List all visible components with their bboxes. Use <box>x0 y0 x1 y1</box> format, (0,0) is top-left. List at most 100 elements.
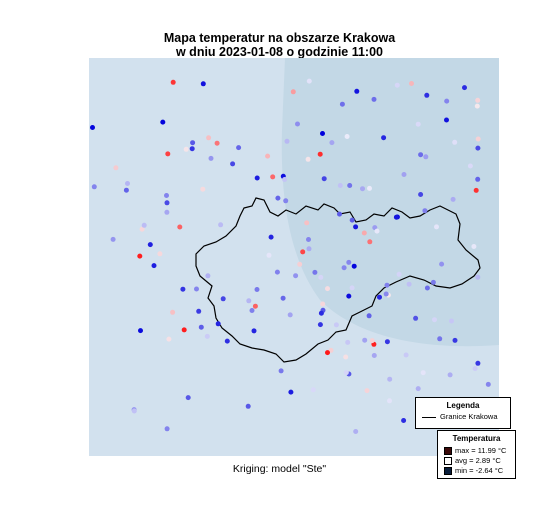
station-point <box>413 315 419 321</box>
station-point <box>312 269 318 275</box>
station-point <box>288 389 294 395</box>
temperature-legend-title: Temperatura <box>452 434 501 443</box>
station-point <box>138 328 143 334</box>
station-point <box>387 398 392 404</box>
krakow-boundary <box>195 197 481 363</box>
station-point <box>170 79 176 85</box>
station-point <box>254 287 260 292</box>
station-point <box>278 368 284 374</box>
station-point <box>208 155 214 161</box>
station-point <box>125 181 130 186</box>
station-point <box>420 370 426 376</box>
station-point <box>190 140 196 146</box>
station-point <box>215 321 221 327</box>
station-point <box>151 263 157 269</box>
station-point <box>424 285 430 291</box>
station-point <box>157 251 163 257</box>
map-title-line1: Mapa temperatur na obszarze Krakowa <box>163 31 396 45</box>
station-point <box>337 211 342 217</box>
temperature-legend: Temperatura max = 11.99 °C avg = 2.89 °C… <box>437 430 516 479</box>
station-point <box>283 198 289 204</box>
station-point <box>387 376 393 382</box>
station-point <box>361 230 367 236</box>
station-point <box>165 151 171 157</box>
station-point <box>384 339 390 345</box>
station-point <box>449 318 454 324</box>
station-point <box>418 152 424 158</box>
station-point <box>141 222 147 228</box>
station-point <box>206 135 212 141</box>
station-point <box>329 140 335 146</box>
station-point <box>418 192 424 197</box>
station-point <box>475 97 481 103</box>
station-point <box>353 429 359 434</box>
station-point <box>300 249 306 255</box>
station-point <box>166 336 172 342</box>
station-point <box>475 274 481 280</box>
station-point <box>214 140 220 146</box>
station-point <box>147 242 153 248</box>
station-point <box>452 337 458 343</box>
map-title-line2: w dniu 2023-01-08 o godzinie 11:00 <box>175 45 383 59</box>
station-point <box>198 324 204 330</box>
legend-title: Legenda <box>446 401 480 410</box>
legend-min-row: min = -2.64 °C <box>444 466 503 476</box>
station-point <box>325 350 330 356</box>
kriging-surface <box>281 58 499 347</box>
station-point <box>374 228 380 234</box>
station-point <box>113 165 119 171</box>
station-point <box>196 308 202 314</box>
station-point <box>181 327 187 333</box>
station-point <box>305 156 311 162</box>
station-point <box>377 294 382 300</box>
station-point <box>252 303 258 309</box>
station-point <box>282 177 288 182</box>
station-point <box>297 261 303 267</box>
station-point <box>351 263 357 269</box>
station-point <box>321 176 327 182</box>
station-point <box>266 252 272 258</box>
max-label: max = 11.99 °C <box>455 446 507 455</box>
station-point <box>224 338 230 344</box>
station-point <box>383 291 389 297</box>
station-point <box>430 279 436 285</box>
station-point <box>293 273 299 279</box>
station-point <box>366 313 372 319</box>
station-point <box>394 82 400 88</box>
station-point <box>364 388 370 394</box>
station-point <box>444 117 449 123</box>
station-point <box>406 281 412 287</box>
station-point <box>452 139 458 145</box>
station-point <box>110 236 116 242</box>
station-point <box>246 298 252 304</box>
station-point <box>349 217 355 223</box>
station-point <box>268 234 274 240</box>
station-point <box>439 261 445 267</box>
station-point <box>360 186 365 192</box>
station-point <box>236 145 242 151</box>
station-point <box>205 273 211 279</box>
station-point <box>341 265 347 271</box>
station-point <box>249 308 255 313</box>
station-point <box>367 239 373 245</box>
station-point <box>422 208 428 214</box>
station-point <box>346 293 352 299</box>
station-point <box>369 338 375 344</box>
station-point <box>371 96 377 102</box>
station-point <box>251 328 257 334</box>
station-point <box>123 187 129 193</box>
station-point <box>164 209 170 215</box>
station-point <box>353 224 359 230</box>
station-point <box>194 286 199 292</box>
station-point <box>204 333 210 339</box>
station-point <box>447 372 453 378</box>
station-point <box>343 370 349 376</box>
station-point <box>164 193 169 198</box>
station-point <box>475 136 481 142</box>
station-point <box>164 200 170 206</box>
station-point <box>444 98 450 104</box>
station-point <box>310 387 316 393</box>
station-point <box>320 301 326 307</box>
station-point <box>424 92 430 98</box>
station-point <box>437 336 443 342</box>
